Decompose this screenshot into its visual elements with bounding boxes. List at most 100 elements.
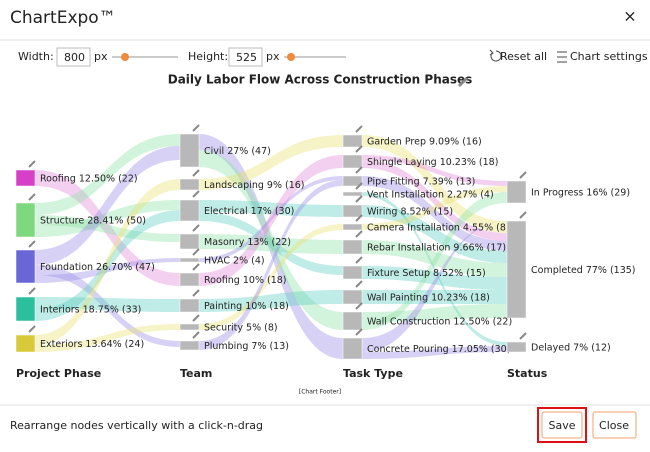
node-label: HVAC 2% (4) xyxy=(204,256,265,267)
node-label: Vent Installation 2.27% (4) xyxy=(367,190,494,201)
highlight xyxy=(537,407,587,443)
node xyxy=(179,199,200,222)
height-label: Height: xyxy=(188,50,228,63)
flow xyxy=(362,221,507,352)
edit-icon xyxy=(28,160,36,168)
edit-icon xyxy=(192,224,200,232)
node xyxy=(15,202,36,238)
node xyxy=(179,298,200,313)
flow xyxy=(35,258,180,283)
width-label: Width: xyxy=(18,50,54,63)
flow xyxy=(35,134,180,215)
width-slider-handle[interactable] xyxy=(121,53,129,61)
flow xyxy=(362,346,507,359)
edit-icon xyxy=(519,332,527,340)
node xyxy=(179,257,200,263)
node xyxy=(342,223,363,231)
settings-icon[interactable] xyxy=(557,51,567,63)
column-label: Project Phase xyxy=(16,367,101,380)
flow xyxy=(35,210,180,321)
flows xyxy=(35,134,507,359)
node xyxy=(179,233,200,250)
edit-icon xyxy=(355,256,363,264)
edit-icon xyxy=(192,190,200,198)
edit-icon xyxy=(192,314,200,322)
node xyxy=(506,220,527,319)
height-unit: px xyxy=(266,50,280,63)
reset-button[interactable]: Reset all xyxy=(500,50,547,63)
app-title: ChartExpo™ xyxy=(10,8,116,28)
node-label: Pipe Fitting 7.39% (13) xyxy=(367,177,475,188)
save-button[interactable] xyxy=(541,411,583,439)
flow xyxy=(362,192,507,330)
edit-icon xyxy=(355,280,363,288)
node xyxy=(342,204,363,218)
flow xyxy=(362,155,507,186)
height-slider-handle[interactable] xyxy=(287,53,295,61)
edit-icon xyxy=(355,182,363,190)
flow xyxy=(199,150,343,330)
edit-icon xyxy=(28,287,36,295)
height-input[interactable] xyxy=(228,47,263,67)
edit-icon xyxy=(355,145,363,153)
close-icon[interactable]: × xyxy=(623,7,636,26)
node-label: Interiors 18.75% (33) xyxy=(40,305,141,316)
close-button[interactable] xyxy=(592,411,637,439)
flow xyxy=(199,212,343,275)
node-label: Delayed 7% (12) xyxy=(531,343,611,354)
edit-icon xyxy=(192,263,200,271)
node-label: Roofing 10% (18) xyxy=(204,275,287,286)
node xyxy=(342,311,363,331)
flow xyxy=(199,134,343,359)
edit-icon xyxy=(355,230,363,238)
node xyxy=(342,134,363,148)
flow xyxy=(199,155,343,286)
flow xyxy=(362,266,507,290)
node-label: Shingle Laying 10.23% (18) xyxy=(367,157,498,168)
edit-icon xyxy=(192,248,200,256)
node xyxy=(342,239,363,255)
flow xyxy=(362,186,507,230)
node xyxy=(342,191,363,197)
edit-icon xyxy=(355,302,363,310)
node xyxy=(506,180,527,204)
node xyxy=(179,133,200,168)
node xyxy=(15,249,36,284)
flow xyxy=(199,176,343,262)
edit-icon xyxy=(519,171,527,179)
node xyxy=(506,341,527,353)
edit-icon xyxy=(355,328,363,336)
node-label: Structure 28.41% (50) xyxy=(40,216,146,227)
edit-icon[interactable] xyxy=(458,77,468,87)
node-label: Civil 27% (47) xyxy=(204,146,271,157)
node-label: Wiring 8.52% (15) xyxy=(367,207,453,218)
flow xyxy=(35,146,180,265)
node-label: Concrete Pouring 17.05% (30) xyxy=(367,344,510,355)
flow xyxy=(35,297,180,312)
node xyxy=(15,296,36,322)
flow xyxy=(362,290,507,304)
width-input[interactable] xyxy=(56,47,91,67)
node xyxy=(179,323,200,331)
flow xyxy=(362,240,507,277)
settings-button[interactable]: Chart settings xyxy=(570,50,648,63)
reset-icon[interactable] xyxy=(489,49,502,62)
edit-icon xyxy=(519,211,527,219)
flow xyxy=(35,200,180,237)
edit-icon xyxy=(192,124,200,132)
height-value: 525 xyxy=(236,51,257,64)
flow xyxy=(35,170,180,286)
flow xyxy=(35,324,180,352)
node-label: Garden Prep 9.09% (16) xyxy=(367,137,482,148)
save-label: Save xyxy=(548,419,575,432)
node xyxy=(179,178,200,191)
node xyxy=(15,334,36,353)
edit-icon xyxy=(192,289,200,297)
flow xyxy=(199,135,343,190)
flow xyxy=(362,160,507,241)
flow xyxy=(362,176,507,251)
node-label: Roofing 12.50% (22) xyxy=(40,174,138,185)
edit-icon xyxy=(355,195,363,203)
